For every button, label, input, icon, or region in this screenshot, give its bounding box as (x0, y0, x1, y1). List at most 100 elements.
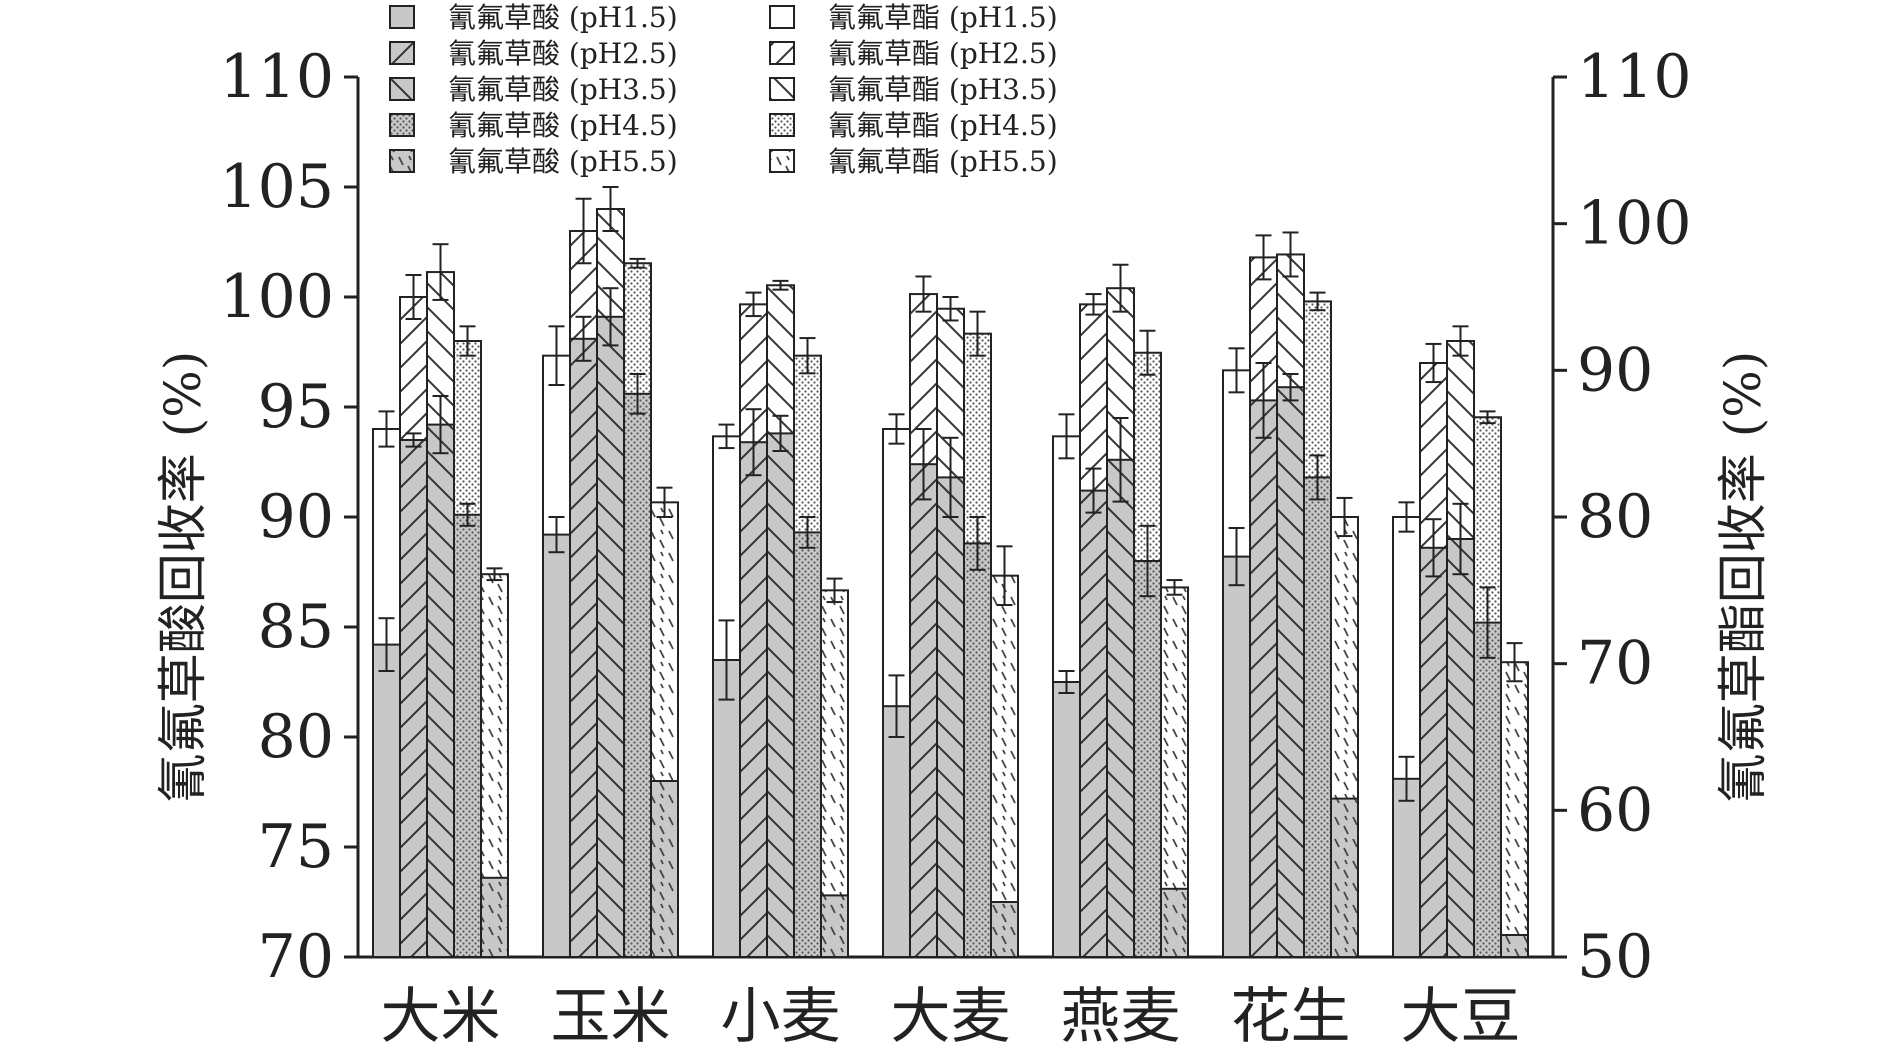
bar-acid-pattern (624, 393, 651, 957)
bar-acid-base (543, 534, 570, 957)
bar-acid-pattern (740, 442, 767, 957)
x-tick-label: 大麦 (891, 982, 1011, 1051)
legend-swatch-pattern (390, 114, 414, 136)
text-layer: 70 75 80 85 90 95 100 105 110 50 60 70 80 90 100 110 氰氟草… (154, 42, 1772, 1052)
y-axis-title-left: 氰氟草酸回收率 (%) (154, 351, 212, 803)
bar-acid (1160, 887, 1189, 958)
legend-swatch (389, 41, 415, 65)
legend-swatch-pattern (390, 78, 414, 100)
legend-swatch (389, 149, 415, 173)
bar-acid (1500, 934, 1529, 958)
bar-acid (990, 901, 1019, 958)
x-tick-label: 燕麦 (1061, 982, 1181, 1051)
legend-label: 氰氟草酸 (pH4.5) (448, 109, 678, 142)
y-tick-label-left: 85 (258, 592, 334, 662)
bar-acid-pattern (1277, 387, 1304, 957)
bar-acid-pattern (1331, 798, 1358, 957)
bar-acid-pattern (1474, 622, 1501, 957)
x-tick-label: 玉米 (551, 982, 671, 1051)
bar-acid (1330, 797, 1359, 958)
bar-acid (820, 894, 849, 959)
bar-acid-pattern (570, 338, 597, 957)
legend-label: 氰氟草酯 (pH3.5) (828, 73, 1058, 106)
legend-swatch-pattern (390, 150, 414, 172)
y-tick-label-right: 50 (1577, 922, 1653, 992)
y-tick-label-right: 90 (1577, 335, 1653, 405)
y-tick-label-right: 60 (1577, 775, 1653, 845)
y-tick-label-right: 80 (1577, 482, 1653, 552)
bar-acid-pattern (597, 316, 624, 957)
legend-label: 氰氟草酸 (pH5.5) (448, 145, 678, 178)
bar-acid-base (713, 660, 740, 957)
legend-label: 氰氟草酯 (pH1.5) (828, 1, 1058, 34)
bar-ester-pattern (1501, 662, 1528, 957)
y-tick-label-left: 105 (219, 152, 334, 222)
x-tick-label: 小麦 (721, 982, 841, 1051)
bar-acid (650, 780, 679, 958)
legend-swatch (769, 77, 795, 101)
y-tick-label-left: 90 (258, 482, 334, 552)
legend-swatch (389, 113, 415, 137)
bar-acid-pattern (910, 464, 937, 957)
legend-swatch-base (390, 6, 414, 28)
legend-label: 氰氟草酸 (pH2.5) (448, 37, 678, 70)
y-tick-label-right: 100 (1577, 189, 1692, 259)
bar-acid-pattern (1501, 935, 1528, 957)
legend-swatch-pattern (770, 78, 794, 100)
bar-acid-pattern (481, 877, 508, 957)
bar-acid-pattern (794, 532, 821, 957)
y-tick-label-left: 80 (258, 702, 334, 772)
y-tick-label-left: 75 (258, 812, 334, 882)
bar-acid-pattern (937, 477, 964, 957)
legend-label: 氰氟草酯 (pH5.5) (828, 145, 1058, 178)
legend-swatch (769, 149, 795, 173)
bar-ester-pattern (991, 575, 1018, 957)
bar-acid-base (1223, 556, 1250, 957)
legend-swatch-pattern (770, 114, 794, 136)
bar-acid-base (373, 644, 400, 957)
bar-acid-base (883, 706, 910, 957)
y-tick-label-left: 100 (219, 262, 334, 332)
bar-acid-pattern (1304, 477, 1331, 957)
bar-acid-base (1393, 778, 1420, 957)
legend-swatch (389, 5, 415, 29)
legend-swatch-base (770, 6, 794, 28)
legend-label: 氰氟草酯 (pH2.5) (828, 37, 1058, 70)
legend-swatch (769, 41, 795, 65)
y-tick-label-left: 70 (258, 922, 334, 992)
bar-acid-pattern (1250, 400, 1277, 957)
legend: 氰氟草酸 (pH1.5)氰氟草酸 (pH2.5)氰氟草酸 (pH3.5)氰氟草酸… (389, 1, 1058, 178)
bar-acid-pattern (1420, 547, 1447, 957)
legend-swatch (389, 77, 415, 101)
bar-acid-pattern (1161, 888, 1188, 957)
bar-acid-pattern (427, 424, 454, 958)
x-tick-label: 大豆 (1401, 982, 1521, 1051)
bar-acid-pattern (821, 895, 848, 957)
bar-acid-pattern (1447, 539, 1474, 957)
bars-layer (372, 186, 1529, 959)
legend-label: 氰氟草酸 (pH3.5) (448, 73, 678, 106)
bar-acid-pattern (767, 433, 794, 957)
bar-acid-pattern (1134, 561, 1161, 957)
bar-acid-base (1053, 682, 1080, 957)
legend-swatch-pattern (770, 150, 794, 172)
y-axis-title-right: 氰氟草酯回收率 (%) (1714, 351, 1772, 803)
bar-acid-pattern (991, 902, 1018, 957)
y-tick-label-left: 110 (219, 42, 334, 112)
y-tick-label-right: 70 (1577, 629, 1653, 699)
bar-acid-pattern (1107, 459, 1134, 957)
y-tick-label-right: 110 (1577, 42, 1692, 112)
legend-label: 氰氟草酯 (pH4.5) (828, 109, 1058, 142)
x-tick-label: 大米 (381, 982, 501, 1051)
legend-label: 氰氟草酸 (pH1.5) (448, 1, 678, 34)
legend-swatch (769, 113, 795, 137)
bar-acid-pattern (964, 543, 991, 957)
bar-acid-pattern (454, 514, 481, 957)
bar-acid-pattern (400, 440, 427, 957)
bar-acid-pattern (651, 781, 678, 957)
bar-acid (480, 876, 509, 958)
bar-acid-pattern (1080, 490, 1107, 957)
legend-swatch-pattern (770, 42, 794, 64)
